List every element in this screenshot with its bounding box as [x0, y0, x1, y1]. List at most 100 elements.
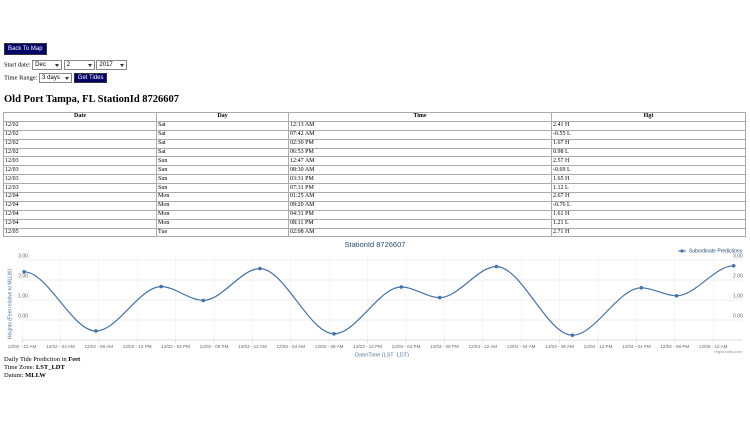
y-tick-label: 0.00 [18, 313, 28, 319]
back-button[interactable]: Back To Map [4, 43, 47, 55]
time-range-label: Time Range: [4, 74, 38, 82]
column-header: Hgt [551, 112, 746, 122]
x-tick-label: 12/04 - 04 AM [507, 344, 536, 349]
x-tick-label: 12/02 - 04 AM [46, 344, 75, 349]
table-cell: 12/03 [3, 156, 157, 167]
table-cell: 12/04 [3, 209, 157, 220]
series-line [24, 265, 734, 336]
table-cell: 02:30 PM [288, 138, 552, 149]
table-cell: 2.41 H [551, 120, 746, 131]
table-cell: Mon [156, 200, 289, 211]
table-cell: 12:47 AM [288, 156, 552, 167]
table-row: 12/04 Mon 09:20 AM -0.76 L [3, 200, 746, 211]
y2-tick-label: 2.00 [733, 273, 743, 279]
table-cell: 08:11 PM [288, 218, 552, 229]
datum-line: Datum: MLLW [4, 372, 80, 380]
footer: Daily Tide Prediction in Feet Time Zone:… [4, 356, 80, 380]
table-cell: Mon [156, 218, 289, 229]
data-point [494, 264, 499, 269]
table-cell: 06:53 PM [288, 147, 552, 158]
data-point [22, 270, 26, 274]
table-cell: 12/03 [3, 165, 157, 176]
column-header: Day [156, 112, 289, 122]
legend-label: Subordinate Predictions [689, 248, 743, 254]
table-cell: 0.98 L [551, 147, 746, 158]
table-cell: 12/02 [3, 147, 157, 158]
table-cell: 08:30 AM [288, 165, 552, 176]
table-cell: 01:25 AM [288, 192, 552, 202]
x-tick-label: 12/04 - 08 PM [660, 344, 689, 349]
table-cell: 1.12 L [551, 183, 746, 194]
table-row: 12/03 Sun 12:47 AM 2.57 H [3, 156, 746, 167]
table-cell: -0.76 L [551, 200, 746, 211]
table-cell: Sun [156, 165, 289, 176]
data-point [674, 294, 679, 298]
get-tides-button[interactable]: Get Tides [73, 73, 108, 84]
x-tick-label: 12/04 - 04 PM [622, 344, 651, 349]
y-axis-title: Heights (Feet relative to MLLW) [7, 269, 13, 340]
table-cell: -0.55 L [551, 129, 746, 140]
x-tick-label: 12/05 - 12 AM [699, 344, 728, 349]
y2-tick-label: 1.00 [733, 293, 743, 299]
y-tick-label: 3.00 [18, 253, 28, 259]
table-cell: Sat [156, 138, 289, 149]
month-select[interactable]: Dec [32, 60, 63, 70]
time-range-select[interactable]: 3 days [39, 73, 73, 83]
tide-table: Date Day Time Hgt 12/02 Sat 12:13 AM 2.41 H 12/… [3, 112, 746, 238]
table-cell: 12/03 [3, 183, 157, 194]
x-tick-label: 12/02 - 08 AM [84, 344, 113, 349]
timezone-line: Time Zone: LST_LDT [4, 364, 80, 372]
table-row: 12/04 Mon 01:25 AM 2.67 H [3, 192, 746, 202]
table-cell: 12/02 [3, 129, 157, 140]
y-tick-label: 1.00 [18, 293, 28, 299]
table-row: 12/05 Tue 02:08 AM 2.71 H [3, 227, 746, 238]
table-cell: Sun [156, 156, 289, 167]
table-cell: 03:31 PM [288, 174, 552, 185]
y-tick-label: 2.00 [18, 273, 28, 279]
table-cell: 02:08 AM [288, 227, 552, 238]
table-cell: 12/04 [3, 200, 157, 211]
x-tick-label: 12/03 - 08 PM [430, 344, 459, 349]
table-cell: Sat [156, 129, 289, 140]
data-point [570, 333, 575, 337]
column-header: Date [3, 112, 157, 122]
timezone-label: Time Zone: [4, 364, 35, 371]
table-cell: 2.57 H [551, 156, 746, 167]
x-tick-label: 12/04 - 12 PM [584, 344, 613, 349]
table-cell: 12:13 AM [288, 120, 552, 131]
x-axis-title: Date/Time (LST_LDT) [355, 352, 409, 357]
table-cell: 07:42 AM [288, 129, 552, 140]
x-tick-label: 12/04 - 12 AM [468, 344, 497, 349]
table-row: 12/03 Sun 03:31 PM 1.65 H [3, 174, 746, 185]
data-point [399, 285, 404, 289]
table-row: 12/02 Sat 12:13 AM 2.41 H [3, 120, 746, 131]
x-tick-label: 12/02 - 12 AM [8, 344, 37, 349]
day-select[interactable]: 2 [63, 60, 95, 70]
table-cell: 12/02 [3, 138, 157, 149]
chart: StationId 8726607 0.00 1.00 2.00 3.00 0.00 1.0… [7, 240, 743, 357]
legend-marker [680, 249, 684, 253]
data-point [639, 286, 644, 290]
table-row: 12/03 Sun 07:31 PM 1.12 L [3, 183, 746, 194]
table-cell: 12/04 [3, 192, 157, 202]
table-cell: 1.61 H [551, 209, 746, 220]
x-tick-label: 12/03 - 12 AM [238, 344, 267, 349]
year-select[interactable]: 2017 [96, 60, 128, 70]
table-cell: 1.65 H [551, 174, 746, 185]
data-point [332, 332, 336, 336]
data-point [731, 264, 736, 268]
datum-label: Datum: [4, 372, 24, 379]
table-cell: -0.69 L [551, 165, 746, 176]
table-row: 12/03 Sun 08:30 AM -0.69 L [3, 165, 746, 176]
data-point [94, 329, 98, 333]
prediction-label: Daily Tide Prediction in [4, 356, 67, 363]
table-row: 12/04 Mon 04:31 PM 1.61 H [3, 209, 746, 220]
x-tick-label: 12/03 - 12 PM [353, 344, 382, 349]
table-cell: 1.67 H [551, 138, 746, 149]
table-row: 12/02 Sat 06:53 PM 0.98 L [3, 147, 746, 158]
prediction-unit: Feet [68, 356, 81, 363]
start-date-row: Start date: Dec 2 2017 [4, 60, 128, 70]
prediction-line: Daily Tide Prediction in Feet [4, 356, 80, 364]
table-cell: Sat [156, 120, 289, 131]
table-cell: 07:31 PM [288, 183, 552, 194]
